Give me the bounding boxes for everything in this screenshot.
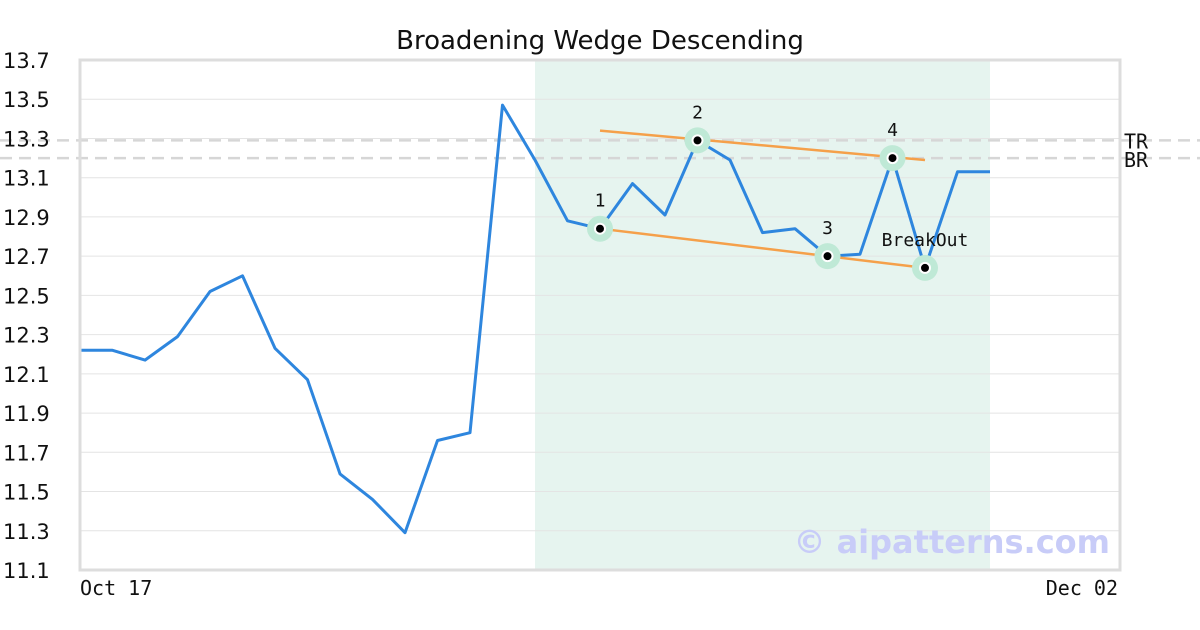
- y-tick-label: 11.1: [3, 559, 50, 583]
- pattern-point: [888, 154, 897, 163]
- pattern-point: [693, 136, 702, 145]
- y-tick-label: 11.9: [3, 402, 50, 426]
- pattern-point-label: 1: [595, 191, 606, 212]
- trend-line-upper: [599, 129, 926, 162]
- pattern-point-label: 3: [822, 218, 833, 239]
- pattern-point: [596, 224, 604, 233]
- y-tick-label: 13.5: [3, 88, 50, 112]
- y-tick-label: 11.7: [3, 441, 50, 465]
- pattern-region: [535, 60, 990, 570]
- y-tick-label: 13.3: [3, 127, 50, 151]
- y-tick-label: 13.7: [3, 49, 50, 73]
- pattern-point-label: BreakOut: [882, 230, 969, 251]
- pattern-point-label: 4: [887, 120, 898, 141]
- pattern-point: [921, 263, 929, 272]
- reference-line-label: BR: [1124, 148, 1149, 172]
- reference-line-label: TR: [1124, 129, 1149, 153]
- y-tick-label: 13.1: [3, 167, 50, 191]
- y-tick-label: 11.5: [3, 481, 50, 505]
- pattern-point: [823, 252, 832, 261]
- y-tick-label: 11.3: [3, 520, 50, 544]
- y-tick-label: 12.7: [3, 245, 50, 269]
- y-tick-label: 12.3: [3, 324, 50, 348]
- x-tick-label: Oct 17: [80, 576, 152, 600]
- y-tick-label: 12.9: [3, 206, 50, 230]
- chart-title: Broadening Wedge Descending: [396, 26, 804, 56]
- plot-frame: [78, 58, 1122, 572]
- watermark: © aipatterns.com: [793, 523, 1110, 561]
- y-tick-label: 12.1: [3, 363, 50, 387]
- trend-line-lower: [599, 227, 926, 270]
- y-tick-label: 12.5: [3, 284, 50, 308]
- pattern-point-label: 2: [692, 102, 703, 123]
- x-tick-label: Dec 02: [1046, 576, 1118, 600]
